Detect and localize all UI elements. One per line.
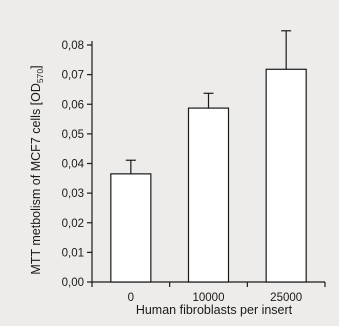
y-axis-title-close: ] [29, 65, 43, 68]
x-axis-title: Human fibroblasts per insert [136, 303, 293, 317]
y-tick-label: 0,05 [62, 129, 84, 141]
y-tick-label: 0,06 [62, 99, 84, 111]
x-ticks: 0 10000 25000 [91, 282, 326, 304]
y-tick-label: 0,04 [62, 159, 85, 171]
x-tick-label: 25000 [270, 292, 302, 304]
y-tick-label: 0,01 [62, 247, 84, 259]
x-tick-label: 0 [128, 292, 134, 304]
y-tick-label: 0,02 [62, 218, 84, 230]
x-tick-label: 10000 [193, 292, 225, 304]
bar [187, 107, 230, 283]
bar [265, 68, 307, 283]
y-ticks: 0,00 0,01 0,02 0,03 0,04 0,05 0,06 0,07 0,08 [62, 40, 92, 289]
y-tick-label: 0,03 [62, 188, 84, 200]
bar [110, 173, 152, 283]
y-tick-label: 0,07 [62, 70, 84, 82]
y-tick-label: 0,08 [62, 40, 84, 52]
y-axis-title: MTT metbolism of MCF7 cells [OD570] [29, 65, 45, 274]
error-bars [125, 30, 292, 174]
y-tick-label: 0,00 [62, 277, 84, 289]
y-axis-title-main: MTT metbolism of MCF7 cells [OD [29, 83, 43, 274]
bars [110, 68, 307, 283]
y-axis-title-subscript: 570 [35, 69, 45, 83]
